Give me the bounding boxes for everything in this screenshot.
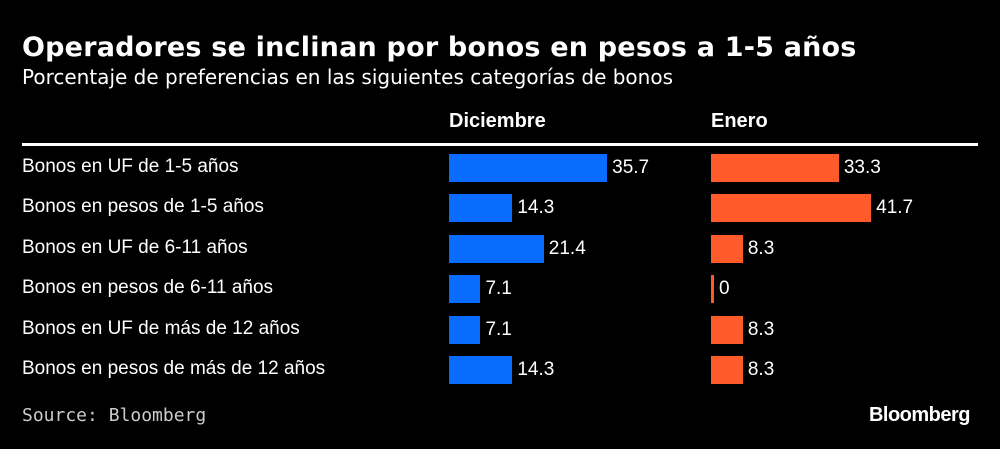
bar-enero <box>711 315 743 344</box>
data-label: 33.3 <box>843 157 881 178</box>
category-label: Bonos en UF de más de 12 años <box>22 317 300 339</box>
column-header-diciembre: Diciembre <box>449 110 546 132</box>
category-label: Bonos en UF de 6-11 años <box>22 236 248 258</box>
category-label: Bonos en UF de 1-5 años <box>22 156 239 177</box>
bar-enero <box>711 194 872 223</box>
header-divider <box>22 143 978 146</box>
data-label: 41.7 <box>876 197 914 219</box>
data-label: 7.1 <box>485 318 512 340</box>
category-label: Bonos en pesos de 6-11 años <box>22 277 274 299</box>
bar-diciembre <box>449 275 481 304</box>
data-label: 8.3 <box>747 237 775 259</box>
bloomberg-logo: Bloomberg <box>868 404 971 426</box>
bar-diciembre <box>449 356 513 384</box>
bar-diciembre <box>449 194 513 223</box>
bar-enero <box>711 154 839 182</box>
chart-subtitle: Porcentaje de preferencias en las siguie… <box>22 65 673 89</box>
data-label: 14.3 <box>517 197 555 219</box>
data-label: 35.7 <box>612 157 650 178</box>
bar-diciembre <box>449 234 544 263</box>
chart-title: Operadores se inclinan por bonos en peso… <box>22 32 857 63</box>
bar-enero <box>711 275 714 304</box>
data-label: 0 <box>719 278 730 300</box>
category-label: Bonos en pesos de más de 12 años <box>22 358 326 379</box>
data-label: 21.4 <box>548 237 586 259</box>
category-label: Bonos en pesos de 1-5 años <box>22 196 264 218</box>
column-header-enero: Enero <box>711 110 768 132</box>
data-label: 8.3 <box>747 359 775 380</box>
bar-diciembre <box>449 154 608 182</box>
source-note: Source: Bloomberg <box>22 405 207 426</box>
data-label: 7.1 <box>485 278 512 300</box>
bar-diciembre <box>449 315 481 344</box>
data-label: 14.3 <box>517 359 555 380</box>
bar-enero <box>711 356 743 384</box>
bar-enero <box>711 234 743 263</box>
data-label: 8.3 <box>747 318 775 340</box>
